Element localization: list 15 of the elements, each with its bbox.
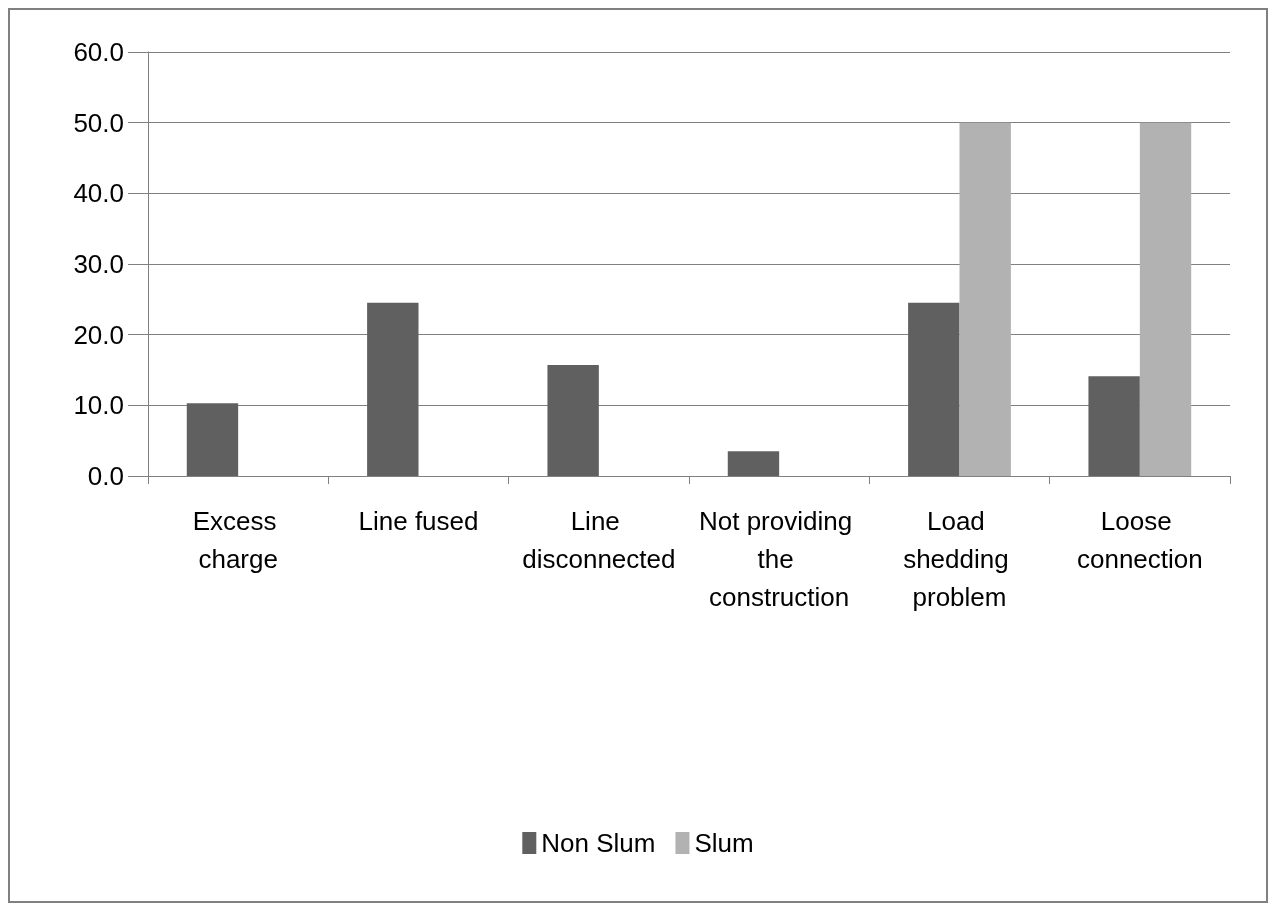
y-tick-label: 10.0 — [73, 390, 124, 421]
x-tick-label: Excess charge — [192, 506, 284, 574]
legend-label: Slum — [694, 828, 754, 858]
y-tick-label: 30.0 — [73, 249, 124, 279]
x-tick-label: Not providing the construction — [698, 506, 860, 612]
y-tick-label: 60.0 — [73, 37, 124, 67]
y-tick-label: 40.0 — [73, 178, 124, 209]
y-tick-label: 50.0 — [73, 107, 124, 138]
x-tick-label: Line disconnected — [522, 506, 676, 574]
y-tick-label: 20.0 — [73, 319, 124, 350]
x-tick-label: Load shedding problem — [903, 506, 1016, 612]
legend-label: Non Slum — [541, 828, 656, 858]
y-tick-label: 0.0 — [87, 461, 124, 491]
x-tick-label: Line fused — [358, 506, 479, 536]
x-tick-label: Loose connection — [1076, 506, 1203, 574]
